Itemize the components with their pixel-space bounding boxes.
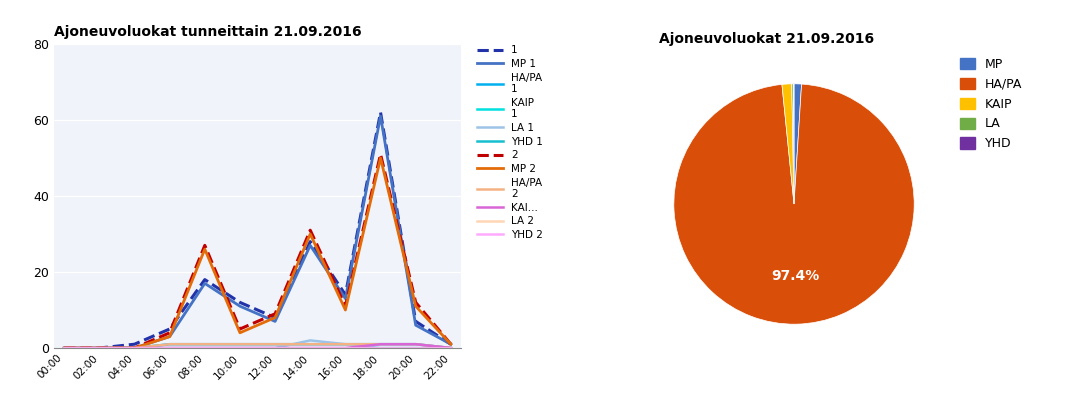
Text: Ajoneuvoluokat tunneittain 21.09.2016: Ajoneuvoluokat tunneittain 21.09.2016: [54, 25, 362, 39]
Legend: MP, HA/PA, KAIP, LA, YHD: MP, HA/PA, KAIP, LA, YHD: [956, 54, 1027, 154]
Wedge shape: [792, 84, 794, 204]
Text: Ajoneuvoluokat 21.09.2016: Ajoneuvoluokat 21.09.2016: [659, 32, 873, 46]
Wedge shape: [782, 84, 794, 204]
Wedge shape: [674, 84, 914, 324]
Wedge shape: [794, 84, 802, 204]
Text: 97.4%: 97.4%: [771, 269, 820, 283]
Legend: 1, MP 1, HA/PA
1, KAIP
1, LA 1, YHD 1, 2, MP 2, HA/PA
2, KAI..., LA 2, YHD 2: 1, MP 1, HA/PA 1, KAIP 1, LA 1, YHD 1, 2…: [474, 43, 545, 242]
